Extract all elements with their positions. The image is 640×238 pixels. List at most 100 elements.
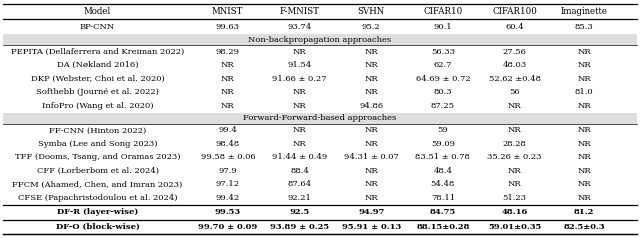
Text: 94.86: 94.86 xyxy=(359,102,383,110)
Text: NR: NR xyxy=(364,75,378,83)
Text: Non-backpropagation approaches: Non-backpropagation approaches xyxy=(248,35,392,44)
Text: 99.63: 99.63 xyxy=(216,23,240,31)
Text: MNIST: MNIST xyxy=(212,7,244,16)
Text: NR: NR xyxy=(364,194,378,202)
Text: 94.97: 94.97 xyxy=(358,208,385,216)
Text: 56.33: 56.33 xyxy=(431,48,455,56)
Text: 93.74: 93.74 xyxy=(287,23,312,31)
Text: NR: NR xyxy=(292,48,307,56)
Text: NR: NR xyxy=(508,102,522,110)
Text: NR: NR xyxy=(364,61,378,69)
Text: NR: NR xyxy=(577,126,591,134)
Text: 60.4: 60.4 xyxy=(505,23,524,31)
Text: NR: NR xyxy=(221,102,235,110)
Text: NR: NR xyxy=(292,140,307,148)
Text: NR: NR xyxy=(364,88,378,96)
Text: NR: NR xyxy=(221,61,235,69)
Bar xyxy=(3,113,637,124)
Text: NR: NR xyxy=(577,140,591,148)
Text: 64.69 ± 0.72: 64.69 ± 0.72 xyxy=(415,75,470,83)
Text: BP-CNN: BP-CNN xyxy=(80,23,115,31)
Text: NR: NR xyxy=(577,61,591,69)
Text: NR: NR xyxy=(577,167,591,175)
Text: 59.09: 59.09 xyxy=(431,140,455,148)
Text: Softhebb (Journé et al. 2022): Softhebb (Journé et al. 2022) xyxy=(36,88,159,96)
Text: F-MNIST: F-MNIST xyxy=(280,7,319,16)
Text: NR: NR xyxy=(292,102,307,110)
Text: TFF (Dooms, Tsang, and Oramas 2023): TFF (Dooms, Tsang, and Oramas 2023) xyxy=(15,154,180,161)
Text: NR: NR xyxy=(364,126,378,134)
Text: NR: NR xyxy=(577,48,591,56)
Text: 27.56: 27.56 xyxy=(502,48,527,56)
Text: 35.26 ± 0.23: 35.26 ± 0.23 xyxy=(487,154,542,161)
Text: 97.12: 97.12 xyxy=(216,180,240,188)
Text: 99.53: 99.53 xyxy=(215,208,241,216)
Text: 94.31 ± 0.07: 94.31 ± 0.07 xyxy=(344,154,399,161)
Text: Forward-Forward-based approaches: Forward-Forward-based approaches xyxy=(243,114,397,122)
Text: 98.48: 98.48 xyxy=(216,140,240,148)
Text: NR: NR xyxy=(577,180,591,188)
Text: CIFAR10: CIFAR10 xyxy=(423,7,463,16)
Text: 99.42: 99.42 xyxy=(216,194,240,202)
Text: 88.4: 88.4 xyxy=(290,167,309,175)
Text: SVHN: SVHN xyxy=(358,7,385,16)
Text: Symba (Lee and Song 2023): Symba (Lee and Song 2023) xyxy=(38,140,157,148)
Text: 99.70 ± 0.09: 99.70 ± 0.09 xyxy=(198,223,257,231)
Text: DKP (Webster, Choi et al. 2020): DKP (Webster, Choi et al. 2020) xyxy=(31,75,164,83)
Text: 85.3: 85.3 xyxy=(575,23,593,31)
Text: Imaginette: Imaginette xyxy=(561,7,607,16)
Text: DA (Nøkland 2016): DA (Nøkland 2016) xyxy=(57,61,138,69)
Text: 87.64: 87.64 xyxy=(287,180,312,188)
Text: NR: NR xyxy=(577,75,591,83)
Text: NR: NR xyxy=(508,180,522,188)
Text: 95.91 ± 0.13: 95.91 ± 0.13 xyxy=(342,223,401,231)
Text: 92.21: 92.21 xyxy=(287,194,312,202)
Text: Model: Model xyxy=(84,7,111,16)
Text: 83.51 ± 0.78: 83.51 ± 0.78 xyxy=(415,154,470,161)
Text: NR: NR xyxy=(577,194,591,202)
Text: 97.9: 97.9 xyxy=(218,167,237,175)
Text: 93.89 ± 0.25: 93.89 ± 0.25 xyxy=(270,223,329,231)
Text: InfoPro (Wang et al. 2020): InfoPro (Wang et al. 2020) xyxy=(42,102,154,110)
Text: 84.75: 84.75 xyxy=(429,208,456,216)
Text: 99.4: 99.4 xyxy=(218,126,237,134)
Text: 90.1: 90.1 xyxy=(433,23,452,31)
Text: 91.66 ± 0.27: 91.66 ± 0.27 xyxy=(272,75,327,83)
Text: 62.7: 62.7 xyxy=(434,61,452,69)
Text: NR: NR xyxy=(221,88,235,96)
Text: NR: NR xyxy=(577,102,591,110)
Text: 54.48: 54.48 xyxy=(431,180,455,188)
Text: 51.23: 51.23 xyxy=(502,194,527,202)
Text: 87.25: 87.25 xyxy=(431,102,455,110)
Bar xyxy=(3,34,637,45)
Text: CFF (Lorberbom et al. 2024): CFF (Lorberbom et al. 2024) xyxy=(36,167,159,175)
Text: CIFAR100: CIFAR100 xyxy=(492,7,537,16)
Text: 81.0: 81.0 xyxy=(575,88,593,96)
Text: NR: NR xyxy=(221,75,235,83)
Text: NR: NR xyxy=(508,167,522,175)
Text: 48.4: 48.4 xyxy=(433,167,452,175)
Text: 91.44 ± 0.49: 91.44 ± 0.49 xyxy=(272,154,327,161)
Text: FFCM (Ahamed, Chen, and Imran 2023): FFCM (Ahamed, Chen, and Imran 2023) xyxy=(12,180,183,188)
Text: 92.5: 92.5 xyxy=(289,208,310,216)
Text: 48.03: 48.03 xyxy=(502,61,527,69)
Text: 59: 59 xyxy=(438,126,448,134)
Text: NR: NR xyxy=(577,154,591,161)
Text: NR: NR xyxy=(364,167,378,175)
Text: 52.62 ±0.48: 52.62 ±0.48 xyxy=(488,75,541,83)
Text: 28.28: 28.28 xyxy=(502,140,527,148)
Text: NR: NR xyxy=(364,48,378,56)
Text: NR: NR xyxy=(292,126,307,134)
Text: 91.54: 91.54 xyxy=(287,61,312,69)
Text: 59.01±0.35: 59.01±0.35 xyxy=(488,223,541,231)
Text: 95.2: 95.2 xyxy=(362,23,381,31)
Text: 56: 56 xyxy=(509,88,520,96)
Text: 78.11: 78.11 xyxy=(431,194,455,202)
Text: NR: NR xyxy=(364,180,378,188)
Text: DF-R (layer-wise): DF-R (layer-wise) xyxy=(57,208,138,216)
Text: CFSE (Papachristodoulou et al. 2024): CFSE (Papachristodoulou et al. 2024) xyxy=(18,194,177,202)
Text: 98.29: 98.29 xyxy=(216,48,240,56)
Text: 80.3: 80.3 xyxy=(433,88,452,96)
Text: NR: NR xyxy=(508,126,522,134)
Text: FF-CNN (Hinton 2022): FF-CNN (Hinton 2022) xyxy=(49,126,146,134)
